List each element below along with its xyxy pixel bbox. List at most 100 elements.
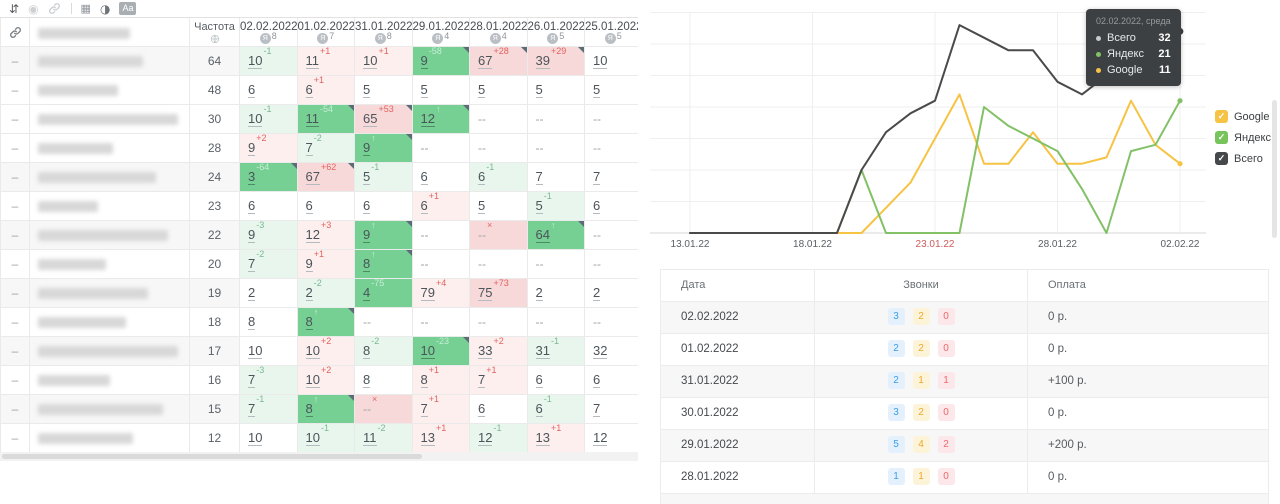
position-cell[interactable]: 10	[240, 337, 298, 366]
position-cell[interactable]: 8	[240, 308, 298, 337]
position-cell[interactable]: --	[527, 308, 585, 337]
position-cell[interactable]: 7+1	[470, 366, 528, 395]
legend-item-google[interactable]: ✓ Google	[1215, 110, 1271, 123]
text-size-icon[interactable]: Aa	[119, 1, 137, 17]
legend-item-всего[interactable]: ✓ Всего	[1215, 152, 1271, 165]
position-cell[interactable]: 79+4	[412, 279, 470, 308]
position-cell[interactable]: 6	[470, 395, 528, 424]
keyword-cell[interactable]	[30, 308, 190, 337]
position-cell[interactable]: --	[412, 250, 470, 279]
position-cell[interactable]: --×	[355, 395, 413, 424]
keyword-cell[interactable]	[30, 250, 190, 279]
row-handle[interactable]: –	[0, 250, 30, 279]
keyword-cell[interactable]	[30, 47, 190, 76]
position-cell[interactable]: --	[470, 105, 528, 134]
position-cell[interactable]: 5	[470, 76, 528, 105]
position-cell[interactable]: 32	[585, 337, 638, 366]
position-cell[interactable]: --	[585, 250, 638, 279]
row-handle[interactable]: –	[0, 163, 30, 192]
position-cell[interactable]: 39+29	[527, 47, 585, 76]
position-cell[interactable]: 11+1	[297, 47, 355, 76]
position-cell[interactable]: 67+28	[470, 47, 528, 76]
position-cell[interactable]: --	[470, 308, 528, 337]
position-cell[interactable]: --	[527, 250, 585, 279]
position-cell[interactable]: 7	[585, 163, 638, 192]
row-handle[interactable]: –	[0, 76, 30, 105]
keyword-cell[interactable]	[30, 134, 190, 163]
position-cell[interactable]: 3-64	[240, 163, 298, 192]
position-cell[interactable]: 6-1	[470, 163, 528, 192]
position-cell[interactable]: 10+1	[355, 47, 413, 76]
position-cell[interactable]: --	[527, 105, 585, 134]
frequency-column-header[interactable]: Частота	[190, 18, 240, 47]
position-cell[interactable]: 7-2	[240, 250, 298, 279]
position-cell[interactable]: 6	[412, 163, 470, 192]
position-cell[interactable]: 9-3	[240, 221, 298, 250]
vertical-scrollbar[interactable]	[1272, 100, 1277, 238]
position-cell[interactable]: 7-1	[240, 395, 298, 424]
position-cell[interactable]: 13+1	[527, 424, 585, 453]
position-cell[interactable]: 5-1	[355, 163, 413, 192]
position-cell[interactable]: 6	[585, 192, 638, 221]
keyword-cell[interactable]	[30, 163, 190, 192]
position-cell[interactable]: 6	[240, 76, 298, 105]
keyword-cell[interactable]	[30, 395, 190, 424]
position-cell[interactable]: 10+2	[297, 337, 355, 366]
position-cell[interactable]: 9↑	[355, 134, 413, 163]
row-handle[interactable]: –	[0, 366, 30, 395]
keyword-cell[interactable]	[30, 424, 190, 453]
position-cell[interactable]: --	[355, 308, 413, 337]
position-cell[interactable]: 11-54	[297, 105, 355, 134]
position-cell[interactable]: 7+1	[412, 395, 470, 424]
position-cell[interactable]: 7-2	[297, 134, 355, 163]
position-cell[interactable]: 33+2	[470, 337, 528, 366]
keyword-cell[interactable]	[30, 337, 190, 366]
position-cell[interactable]: 6-1	[527, 395, 585, 424]
keyword-cell[interactable]	[30, 192, 190, 221]
table-icon[interactable]: ▦	[80, 1, 91, 15]
position-cell[interactable]: 75+73	[470, 279, 528, 308]
position-cell[interactable]: 2	[585, 279, 638, 308]
position-cell[interactable]: 5	[355, 76, 413, 105]
target-icon[interactable]: ◉	[28, 1, 39, 16]
keyword-cell[interactable]	[30, 105, 190, 134]
legend-item-яндекс[interactable]: ✓ Яндекс	[1215, 131, 1271, 144]
position-cell[interactable]: 5	[412, 76, 470, 105]
position-cell[interactable]: 7	[527, 163, 585, 192]
checkbox-checked-icon[interactable]: ✓	[1215, 152, 1228, 165]
keyword-cell[interactable]	[30, 76, 190, 105]
position-cell[interactable]: 6	[355, 192, 413, 221]
position-cell[interactable]: 9+2	[240, 134, 298, 163]
position-cell[interactable]: 2	[240, 279, 298, 308]
position-cell[interactable]: 5	[527, 76, 585, 105]
row-handle[interactable]: –	[0, 279, 30, 308]
keyword-cell[interactable]	[30, 221, 190, 250]
position-cell[interactable]: 8↑	[297, 395, 355, 424]
position-cell[interactable]: 12	[585, 424, 638, 453]
row-handle[interactable]: –	[0, 105, 30, 134]
checkbox-checked-icon[interactable]: ✓	[1215, 131, 1228, 144]
position-cell[interactable]: 10-1	[240, 47, 298, 76]
position-cell[interactable]: 6	[585, 366, 638, 395]
keyword-cell[interactable]	[30, 279, 190, 308]
position-cell[interactable]: 7	[585, 395, 638, 424]
position-cell[interactable]: 5	[470, 192, 528, 221]
position-cell[interactable]: 9+1	[297, 250, 355, 279]
position-cell[interactable]: --	[585, 221, 638, 250]
position-cell[interactable]: 13+1	[412, 424, 470, 453]
keyword-cell[interactable]	[30, 366, 190, 395]
position-cell[interactable]: --	[527, 134, 585, 163]
position-cell[interactable]: --	[470, 134, 528, 163]
position-cell[interactable]: 6	[527, 366, 585, 395]
position-cell[interactable]: --	[412, 221, 470, 250]
link-icon[interactable]	[48, 1, 61, 17]
position-cell[interactable]: 8+1	[412, 366, 470, 395]
position-cell[interactable]: 8↑	[297, 308, 355, 337]
position-cell[interactable]: 12-1	[470, 424, 528, 453]
position-cell[interactable]: --×	[470, 221, 528, 250]
